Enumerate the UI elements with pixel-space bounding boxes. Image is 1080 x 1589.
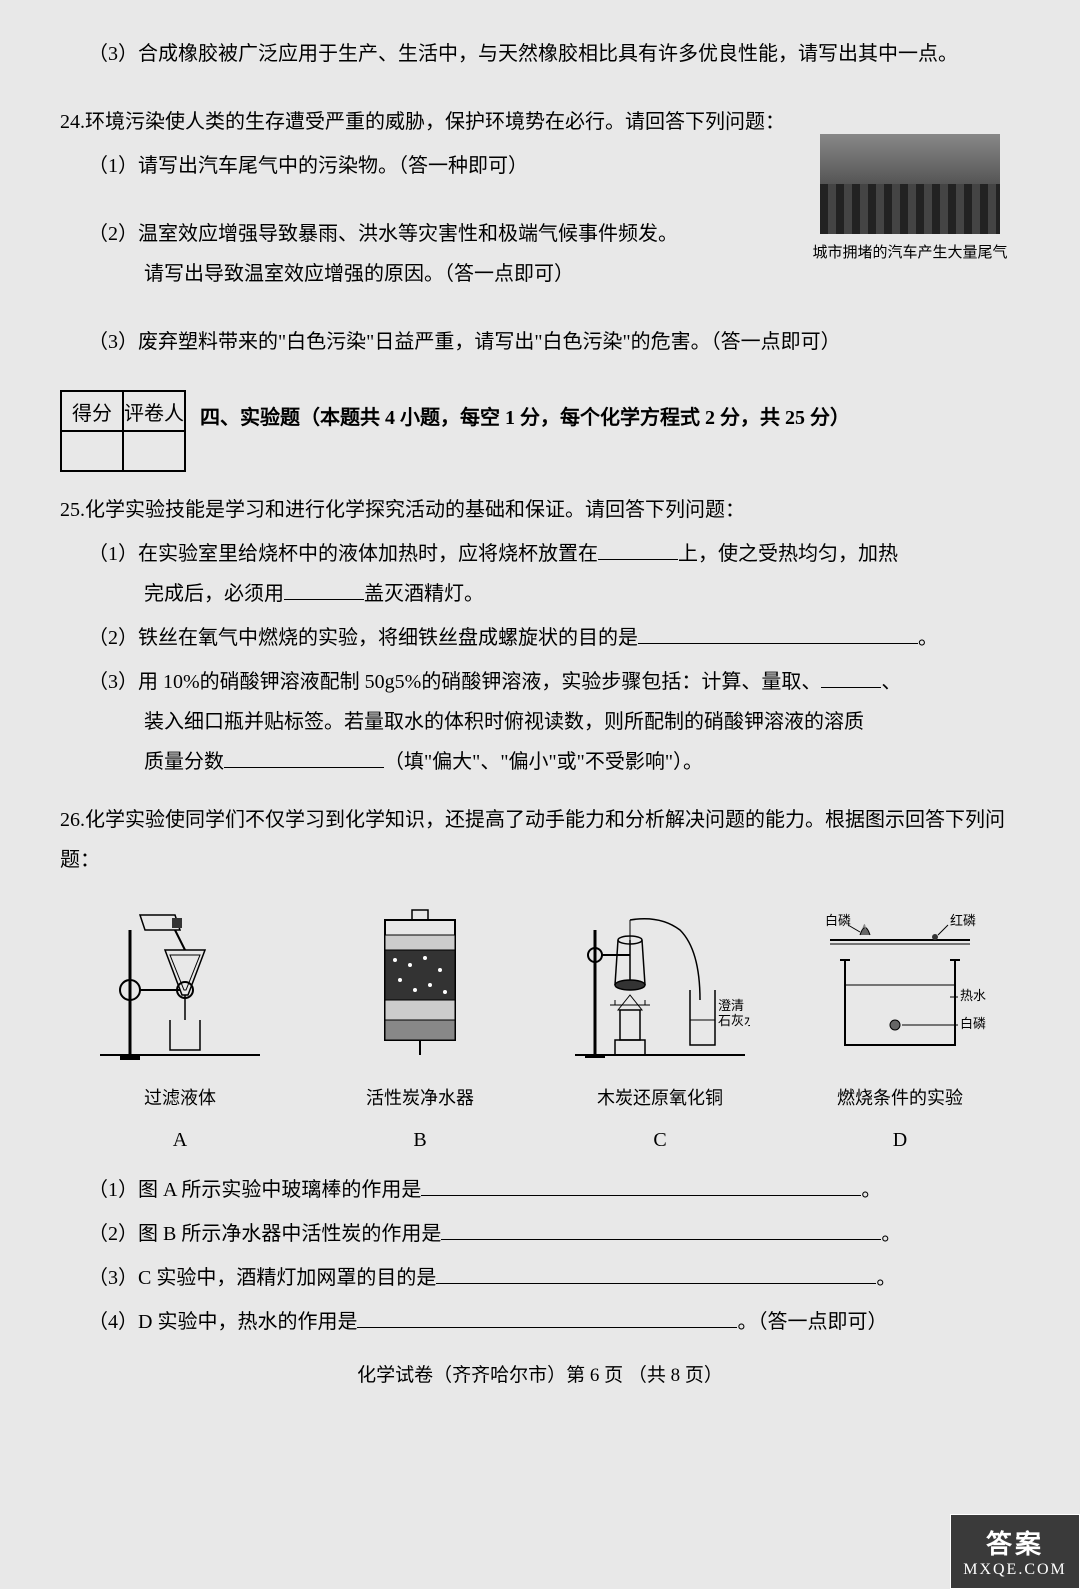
diagram-b-letter: B xyxy=(315,1120,525,1160)
q25-sub3b-part3: 质量分数 xyxy=(88,751,224,773)
section-4-header: 得分 评卷人 四、实验题（本题共 4 小题，每空 1 分，每个化学方程式 2 分… xyxy=(60,390,1020,472)
diagram-d: 白磷 红磷 热水 白磷 燃烧条件的实验 D xyxy=(795,900,1005,1160)
period: 。 xyxy=(918,627,938,649)
q26-sub2: （2）图 B 所示净水器中活性炭的作用是 。 xyxy=(60,1214,1020,1254)
diagram-a: 过滤液体 A xyxy=(75,900,285,1160)
q25-sub3c: （填"偏大"、"偏小"或"不受影响"）。 xyxy=(384,751,703,773)
watermark: 答案 MXQE.COM xyxy=(950,1514,1080,1589)
q24-image-block: 城市拥堵的汽车产生大量尾气 xyxy=(800,134,1020,268)
q26-sub3-text: （3）C 实验中，酒精灯加网罩的目的是 xyxy=(88,1267,436,1289)
score-header-1: 得分 xyxy=(61,391,123,431)
carbon-reduction-diagram: 澄清 石灰水 xyxy=(570,900,750,1060)
blank-fill[interactable] xyxy=(598,559,678,560)
q25-sub2-text: （2）铁丝在氧气中燃烧的实验，将细铁丝盘成螺旋状的目的是 xyxy=(88,627,638,649)
q25-sub1b-part1: 上，使之受热均匀，加热 xyxy=(678,543,898,565)
filtration-diagram xyxy=(90,900,270,1060)
d-label-3: 热水 xyxy=(960,988,986,1003)
q26-sub4-end: 。（答一点即可） xyxy=(737,1311,887,1333)
diagram-d-label: 燃烧条件的实验 xyxy=(795,1080,1005,1116)
diagram-c: 澄清 石灰水 木炭还原氧化铜 C xyxy=(555,900,765,1160)
q24-image-caption: 城市拥堵的汽车产生大量尾气 xyxy=(800,238,1020,268)
q25-sub2: （2）铁丝在氧气中燃烧的实验，将细铁丝盘成螺旋状的目的是 。 xyxy=(60,618,1020,658)
q25-sub1a: （1）在实验室里给烧杯中的液体加热时，应将烧杯放置在 xyxy=(88,543,598,565)
q26-sub3-end: 。 xyxy=(876,1267,896,1289)
d-label-2: 红磷 xyxy=(950,913,976,928)
blank-fill[interactable] xyxy=(357,1327,737,1328)
diagram-a-letter: A xyxy=(75,1120,285,1160)
diagram-b-label: 活性炭净水器 xyxy=(315,1080,525,1116)
q24-sub2a: （2）温室效应增强导致暴雨、洪水等灾害性和极端气候事件频发。 xyxy=(88,223,678,245)
q26-sub4: （4）D 实验中，热水的作用是 。（答一点即可） xyxy=(60,1302,1020,1342)
question-24: 24.环境污染使人类的生存遭受严重的威胁，保护环境势在必行。请回答下列问题： 城… xyxy=(60,102,1020,362)
diagram-a-label: 过滤液体 xyxy=(75,1080,285,1116)
q26-sub1-end: 。 xyxy=(861,1179,881,1201)
diagram-c-label: 木炭还原氧化铜 xyxy=(555,1080,765,1116)
score-header-2: 评卷人 xyxy=(123,391,185,431)
blank-fill[interactable] xyxy=(224,767,384,768)
blank-fill[interactable] xyxy=(441,1239,881,1240)
diagram-row: 过滤液体 A 活性炭净水器 B xyxy=(60,900,1020,1160)
blank-fill[interactable] xyxy=(421,1195,861,1196)
d-label-1: 白磷 xyxy=(825,913,851,928)
blank-fill[interactable] xyxy=(436,1283,876,1284)
blank-fill[interactable] xyxy=(284,599,364,600)
q25-sub3: （3）用 10%的硝酸钾溶液配制 50g5%的硝酸钾溶液，实验步骤包括：计算、量… xyxy=(60,662,1020,782)
q25-sub1: （1）在实验室里给烧杯中的液体加热时，应将烧杯放置在 上，使之受热均匀，加热 完成… xyxy=(60,534,1020,614)
city-traffic-image xyxy=(820,134,1000,234)
combustion-diagram: 白磷 红磷 热水 白磷 xyxy=(810,900,990,1060)
q23-3-text: （3）合成橡胶被广泛应用于生产、生活中，与天然橡胶相比具有许多优良性能，请写出其… xyxy=(60,34,1020,74)
q26-intro: 26.化学实验使同学们不仅学习到化学知识，还提高了动手能力和分析解决问题的能力。… xyxy=(60,800,1020,880)
d-label-4: 白磷 xyxy=(960,1016,986,1031)
score-cell-1 xyxy=(61,431,123,471)
blank-fill[interactable] xyxy=(638,643,918,644)
score-table: 得分 评卷人 xyxy=(60,390,186,472)
q25-sub1c: 盖灭酒精灯。 xyxy=(364,583,484,605)
diagram-b: 活性炭净水器 B xyxy=(315,900,525,1160)
question-25: 25.化学实验技能是学习和进行化学探究活动的基础和保证。请回答下列问题： （1）… xyxy=(60,490,1020,782)
question-26: 26.化学实验使同学们不仅学习到化学知识，还提高了动手能力和分析解决问题的能力。… xyxy=(60,800,1020,1342)
q25-intro: 25.化学实验技能是学习和进行化学探究活动的基础和保证。请回答下列问题： xyxy=(60,490,1020,530)
question-23-3: （3）合成橡胶被广泛应用于生产、生活中，与天然橡胶相比具有许多优良性能，请写出其… xyxy=(60,34,1020,74)
watermark-line2: MXQE.COM xyxy=(951,1561,1079,1579)
diagram-c-letter: C xyxy=(555,1120,765,1160)
q26-sub2-end: 。 xyxy=(881,1223,901,1245)
carbon-filter-diagram xyxy=(330,900,510,1060)
c-label-2: 石灰水 xyxy=(718,1013,750,1028)
watermark-line1: 答案 xyxy=(951,1524,1079,1561)
section-4-title: 四、实验题（本题共 4 小题，每空 1 分，每个化学方程式 2 分，共 25 分… xyxy=(200,390,1020,436)
q24-sub2b: 请写出导致温室效应增强的原因。（答一点即可） xyxy=(88,254,574,294)
q26-sub4-text: （4）D 实验中，热水的作用是 xyxy=(88,1311,357,1333)
c-label-1: 澄清 xyxy=(718,998,744,1013)
q25-sub3a: （3）用 10%的硝酸钾溶液配制 50g5%的硝酸钾溶液，实验步骤包括：计算、量… xyxy=(88,671,821,693)
q24-sub3: （3）废弃塑料带来的"白色污染"日益严重，请写出"白色污染"的危害。（答一点即可… xyxy=(60,322,1020,362)
q26-sub3: （3）C 实验中，酒精灯加网罩的目的是 。 xyxy=(60,1258,1020,1298)
q26-sub1-text: （1）图 A 所示实验中玻璃棒的作用是 xyxy=(88,1179,421,1201)
q25-sub3b-part1: 、 xyxy=(881,671,901,693)
q25-sub1b-part2: 完成后，必须用 xyxy=(88,583,284,605)
q26-sub2-text: （2）图 B 所示净水器中活性炭的作用是 xyxy=(88,1223,441,1245)
q25-sub3b-part2: 装入细口瓶并贴标签。若量取水的体积时俯视读数，则所配制的硝酸钾溶液的溶质 xyxy=(88,711,864,733)
score-cell-2 xyxy=(123,431,185,471)
q26-sub1: （1）图 A 所示实验中玻璃棒的作用是 。 xyxy=(60,1170,1020,1210)
blank-fill[interactable] xyxy=(821,687,881,688)
page-footer: 化学试卷（齐齐哈尔市）第 6 页 （共 8 页） xyxy=(60,1360,1020,1387)
diagram-d-letter: D xyxy=(795,1120,1005,1160)
